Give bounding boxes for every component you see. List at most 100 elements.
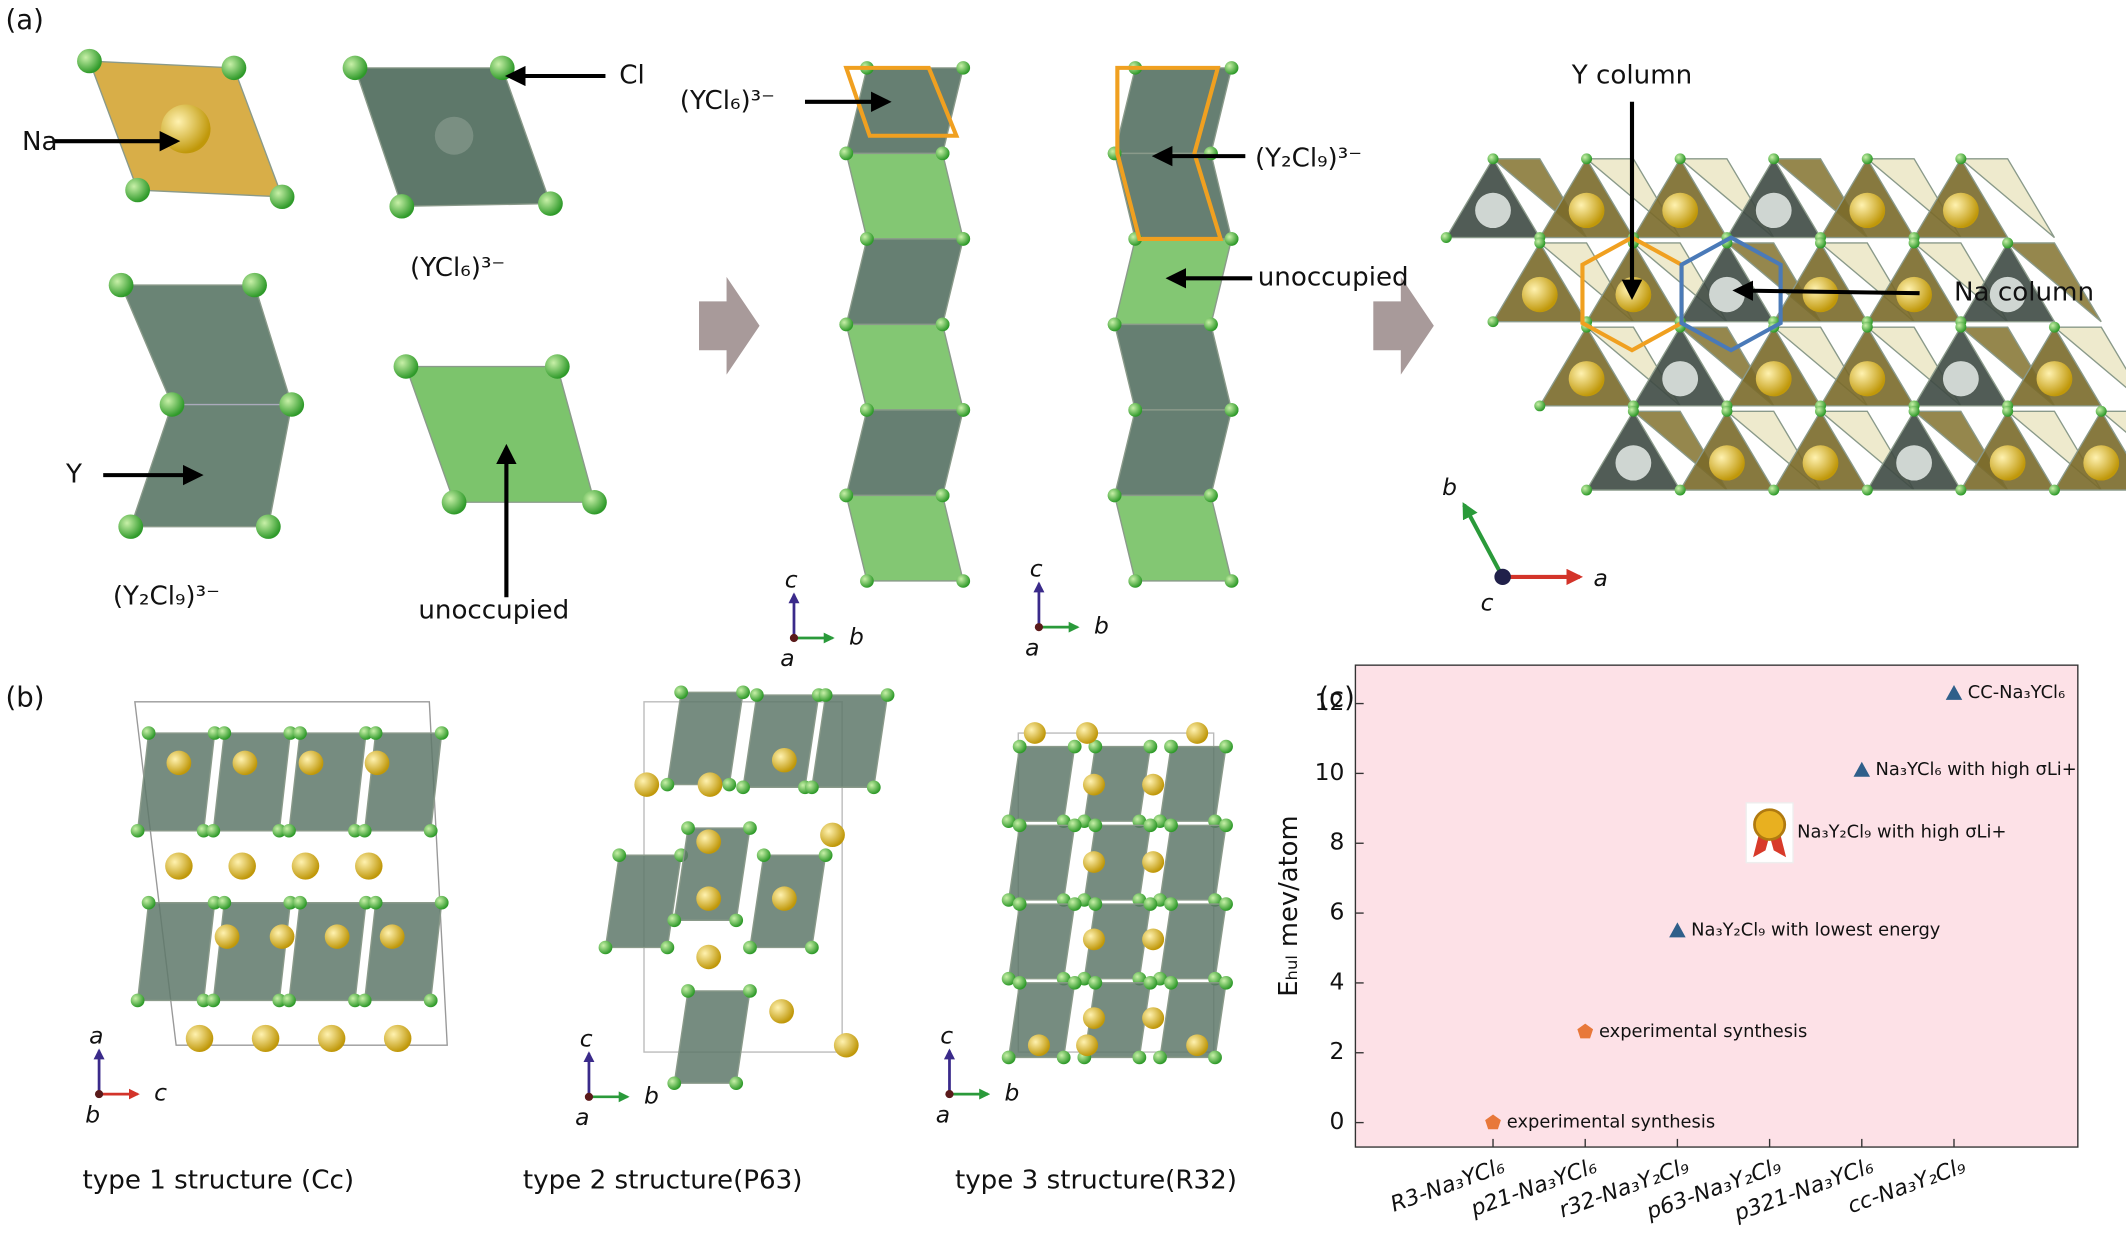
atom xyxy=(1849,361,1886,397)
atom xyxy=(1012,976,1027,990)
atom xyxy=(1581,484,1593,496)
atom xyxy=(956,574,971,588)
atom xyxy=(598,940,613,955)
na-column xyxy=(1679,235,1783,353)
polyhedron xyxy=(1159,745,1227,822)
label: type 3 structure(R32) xyxy=(955,1166,1237,1196)
atom xyxy=(956,403,971,417)
atom xyxy=(1001,971,1016,986)
atom xyxy=(1142,928,1165,951)
atom xyxy=(141,895,156,910)
atom xyxy=(283,726,298,740)
atom xyxy=(1027,1034,1050,1057)
atom xyxy=(1088,976,1103,990)
medal-disc xyxy=(1753,808,1787,841)
arrow xyxy=(1462,502,1505,578)
polyhedron xyxy=(120,284,293,528)
polyhedron xyxy=(811,694,889,789)
point xyxy=(1945,684,1963,700)
atom xyxy=(1208,1050,1222,1065)
atom xyxy=(1204,488,1218,503)
point xyxy=(1485,1114,1501,1130)
atom xyxy=(1001,893,1016,907)
atom xyxy=(935,317,950,332)
atom xyxy=(355,852,383,880)
atom xyxy=(544,354,570,379)
atom xyxy=(2036,361,2073,397)
atom xyxy=(860,232,874,246)
atom xyxy=(1662,192,1699,229)
atom xyxy=(423,993,438,1008)
atom xyxy=(1768,484,1780,496)
atom xyxy=(141,726,156,740)
atom xyxy=(393,354,419,379)
polyhedron xyxy=(1007,745,1076,822)
label: (YCl₆)³⁻ xyxy=(680,86,775,116)
atom xyxy=(1815,237,1827,249)
polyhedron xyxy=(845,152,965,240)
atom xyxy=(206,993,221,1008)
atom xyxy=(839,146,854,161)
atom xyxy=(1219,976,1233,990)
atom xyxy=(804,780,819,795)
atom xyxy=(383,1024,412,1053)
atom xyxy=(935,488,950,503)
atom xyxy=(434,895,449,910)
atom xyxy=(118,514,144,539)
y-tick-label: 2 xyxy=(1330,1038,1345,1065)
y-axis-label: Eₕᵤₗ mev/atom xyxy=(1274,815,1304,996)
atom xyxy=(804,940,819,955)
atom xyxy=(818,848,833,862)
atom xyxy=(2048,484,2060,496)
atom xyxy=(185,1024,214,1053)
highlight xyxy=(843,65,960,138)
atom xyxy=(1076,1034,1099,1057)
label: type 2 structure(P63) xyxy=(523,1166,803,1196)
axis-label: a xyxy=(1593,565,1607,592)
label: (Y₂Cl₉)³⁻ xyxy=(1255,143,1362,173)
atom xyxy=(1067,897,1082,911)
y-tick-label: 12 xyxy=(1315,689,1345,716)
atom xyxy=(242,272,267,298)
atom xyxy=(1709,445,1745,481)
axis-label: b xyxy=(85,1101,100,1128)
atom xyxy=(818,688,833,702)
atom xyxy=(217,726,232,740)
polyhedron xyxy=(845,494,965,582)
atom xyxy=(434,726,449,740)
annotation: Na₃Y₂Cl₉ with lowest energy xyxy=(1691,921,1940,941)
atom xyxy=(1143,897,1158,911)
atom xyxy=(282,993,296,1008)
atom xyxy=(293,726,307,740)
axis-label: c xyxy=(1481,590,1494,617)
atom xyxy=(945,1090,954,1099)
atom xyxy=(1128,574,1143,588)
label: (YCl₆)³⁻ xyxy=(410,253,505,283)
atom xyxy=(1219,739,1233,754)
atom xyxy=(348,823,362,838)
atom xyxy=(1662,361,1699,397)
atom xyxy=(538,191,563,216)
y-tick-label: 8 xyxy=(1330,829,1345,856)
atom xyxy=(789,633,799,643)
atom xyxy=(1440,232,1452,243)
atom xyxy=(1107,317,1122,332)
atom xyxy=(1721,405,1733,417)
atom xyxy=(1568,192,1605,229)
panel-label: (b) xyxy=(6,683,45,714)
label: Na xyxy=(22,127,58,157)
atom xyxy=(1627,405,1639,417)
polyhedron xyxy=(2099,410,2126,434)
atom xyxy=(681,821,695,835)
atom xyxy=(342,55,368,81)
atom xyxy=(696,829,722,854)
atom xyxy=(866,780,881,795)
point xyxy=(1577,1023,1594,1039)
axis-label: b xyxy=(849,624,864,651)
axis-label: c xyxy=(154,1080,167,1107)
atom xyxy=(324,924,350,949)
atom xyxy=(1023,722,1046,744)
arrow xyxy=(1732,280,1920,301)
atom xyxy=(1568,361,1605,397)
